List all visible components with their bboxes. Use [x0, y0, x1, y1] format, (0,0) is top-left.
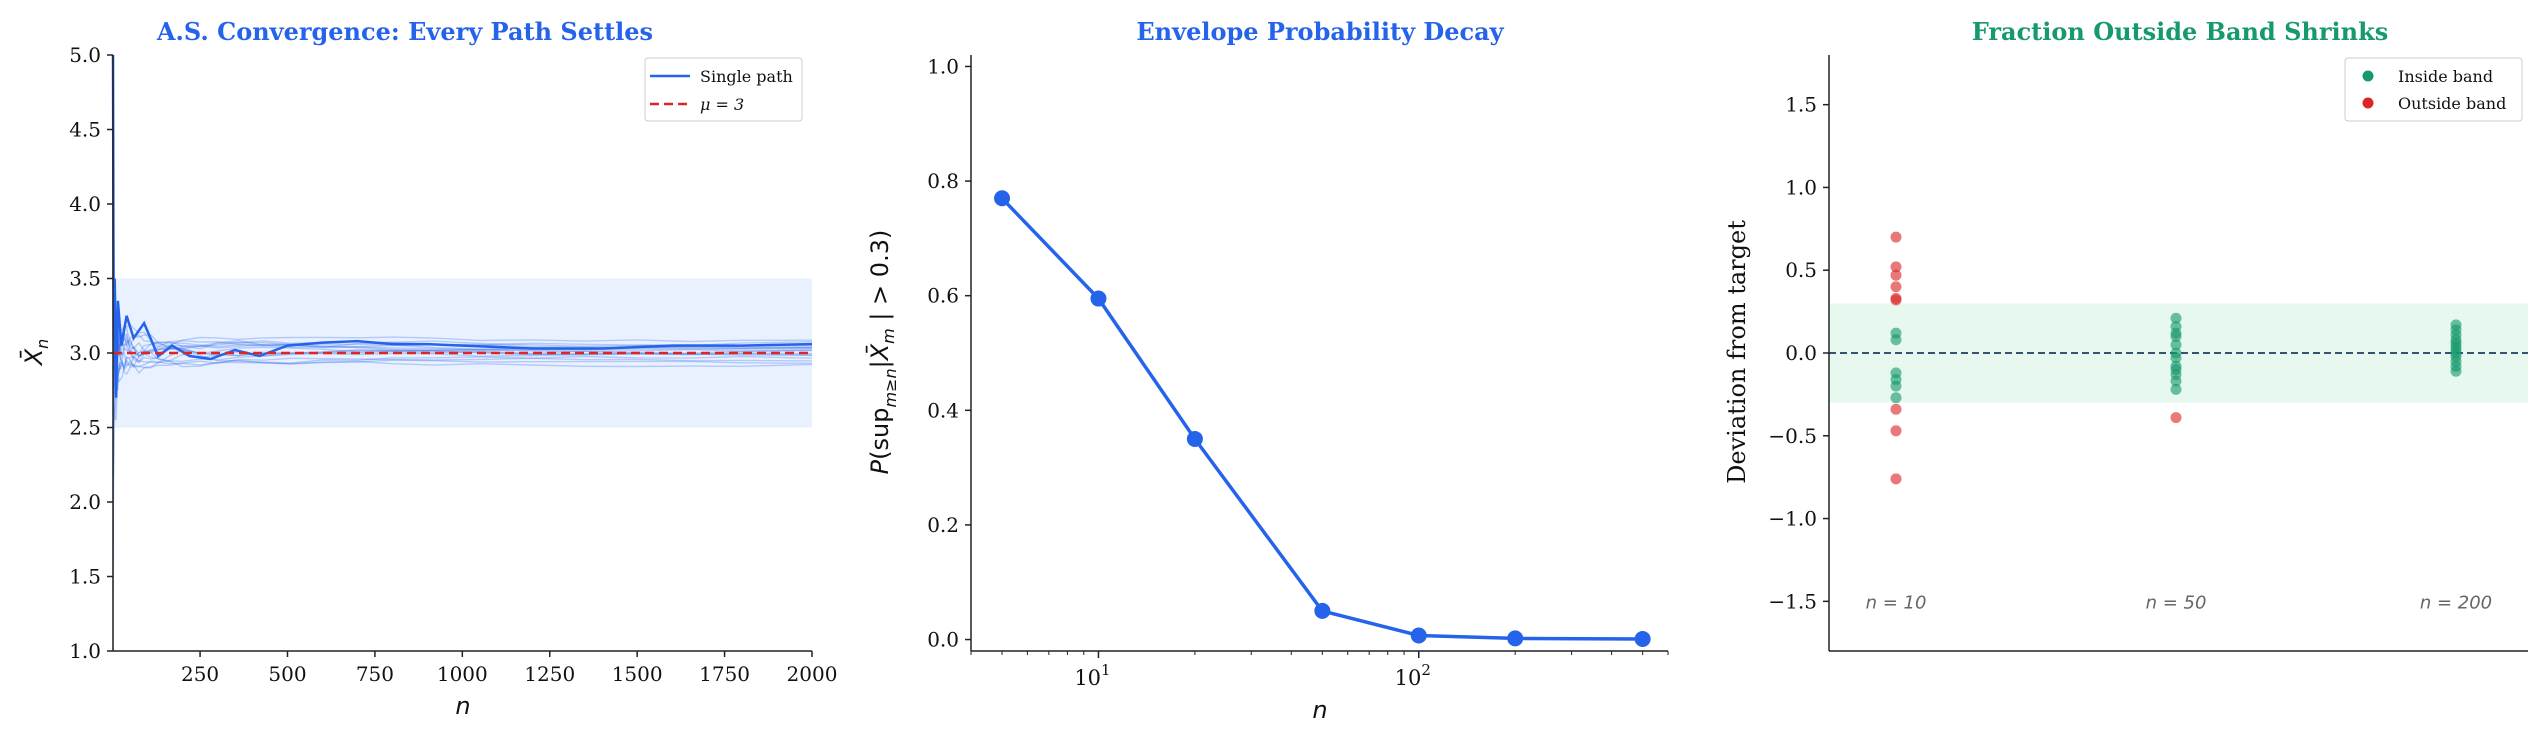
x-axis-label-1: n [455, 692, 470, 720]
x-tick-label-2: 101 [1074, 661, 1110, 690]
y-tick-label-1: 2.0 [69, 490, 101, 514]
y-tick-label-3: −1.0 [1768, 507, 1817, 531]
y-tick-label-3: 1.5 [1785, 93, 1817, 117]
axes-2: 0.0 0.2 0.4 0.6 0.8 1.0 101 102 [927, 54, 1669, 690]
probability-point [1314, 602, 1331, 619]
y-tick-label-2: 0.8 [927, 169, 959, 193]
x-tick-label-1: 1000 [437, 662, 488, 686]
legend-marker-inside [2362, 70, 2374, 82]
inside-point [2450, 365, 2462, 377]
x-tick-label-1: 1500 [612, 662, 663, 686]
group-label: n = 200 [2420, 592, 2492, 613]
chart-title-1: A.S. Convergence: Every Path Settles [156, 17, 653, 46]
probability-point [1507, 630, 1524, 647]
panel-envelope: 0.0 0.2 0.4 0.6 0.8 1.0 101 102 Envelope Probab… [865, 17, 1669, 724]
inside-point [1890, 392, 1902, 404]
y-tick-label-1: 1.5 [69, 565, 101, 589]
inside-point [1890, 334, 1902, 346]
y-tick-label-1: 5.0 [69, 43, 101, 67]
x-tick-label-2: 102 [1395, 661, 1431, 690]
outside-point [1890, 281, 1902, 293]
legend-1: Single path μ = 3 [644, 57, 803, 122]
deviation-points [1890, 231, 2462, 485]
x-tick-label-1: 1250 [524, 662, 575, 686]
y-tick-label-1: 3.0 [69, 341, 101, 365]
legend-label-mu: μ = 3 [700, 95, 744, 114]
y-tick-label-3: 1.0 [1785, 175, 1817, 199]
probability-point [1186, 430, 1203, 447]
inside-point [2170, 352, 2182, 364]
outside-point [1890, 231, 1902, 243]
inside-point [2170, 383, 2182, 395]
chart-title-2: Envelope Probability Decay [1136, 17, 1504, 46]
group-label: n = 50 [2146, 592, 2207, 613]
y-tick-label-3: 0.0 [1785, 341, 1817, 365]
legend-marker-outside [2362, 97, 2374, 109]
faint-path [112, 360, 813, 652]
y-tick-label-2: 0.2 [927, 513, 959, 537]
inside-point [2170, 330, 2182, 342]
probability-point [1090, 290, 1107, 307]
y-tick-label-3: −1.5 [1768, 589, 1817, 613]
outside-point [1890, 473, 1902, 485]
y-tick-label-1: 2.5 [69, 416, 101, 440]
x-tick-label-1: 500 [268, 662, 306, 686]
legend-label-outside: Outside band [2398, 94, 2506, 113]
legend-label-inside: Inside band [2398, 67, 2493, 86]
x-axis-label-2: n [1312, 696, 1327, 724]
outside-point [1890, 403, 1902, 415]
x-tick-label-1: 2000 [787, 662, 838, 686]
y-tick-label-1: 4.5 [69, 118, 101, 142]
outside-point [1890, 269, 1902, 281]
inside-point [2170, 339, 2182, 351]
probability-point [1634, 630, 1651, 647]
panel-fraction: −1.5−1.0−0.50.00.51.01.5 n = 10 n = 50 n =… [1723, 17, 2528, 652]
outside-point [1890, 294, 1902, 306]
outside-point [2170, 412, 2182, 424]
y-axis-label-2: P(supm≥n|X̄m | > 0.3) [865, 230, 900, 475]
panel-convergence: 1.0 1.5 2.0 2.5 3.0 3.5 4.0 4.5 5.0 250 500 750 1000… [19, 17, 838, 720]
legend-3: Inside band Outside band [2344, 57, 2523, 122]
x-tick-label-1: 750 [356, 662, 394, 686]
chart-title-3: Fraction Outside Band Shrinks [1972, 17, 2388, 46]
inside-point [1890, 380, 1902, 392]
highlight-path [111, 54, 813, 398]
y-tick-label-2: 0.0 [927, 628, 959, 652]
x-tick-label-1: 250 [181, 662, 219, 686]
group-label: n = 10 [1866, 592, 1927, 613]
y-tick-label-2: 0.6 [927, 284, 959, 308]
outside-point [1890, 425, 1902, 437]
legend-label-path: Single path [700, 67, 793, 86]
y-tick-label-3: −0.5 [1768, 424, 1817, 448]
y-tick-label-2: 0.4 [927, 398, 959, 422]
x-tick-label-1: 1750 [699, 662, 750, 686]
probability-points [994, 190, 1651, 647]
inside-point [2170, 375, 2182, 387]
axes-1: 1.0 1.5 2.0 2.5 3.0 3.5 4.0 4.5 5.0 250 500 750 1000… [69, 43, 837, 686]
y-axis-label-1: X̄n [19, 339, 52, 368]
outside-point [1890, 261, 1902, 273]
inside-point [2170, 312, 2182, 324]
y-tick-label-1: 1.0 [69, 639, 101, 663]
group-labels: n = 10 n = 50 n = 200 [1866, 592, 2493, 613]
y-tick-label-1: 4.0 [69, 192, 101, 216]
probability-point [994, 190, 1011, 207]
probability-point [1410, 627, 1427, 644]
y-tick-label-3: 0.5 [1785, 258, 1817, 282]
y-tick-label-1: 3.5 [69, 267, 101, 291]
probability-line [1000, 197, 1643, 641]
y-tick-label-2: 1.0 [927, 54, 959, 78]
axes-3: −1.5 −1.0 −0.5 0.0 0.5 1.0 1.5 [1768, 55, 2528, 652]
faint-path [112, 351, 813, 598]
y-axis-label-3: Deviation from target [1723, 220, 1751, 484]
